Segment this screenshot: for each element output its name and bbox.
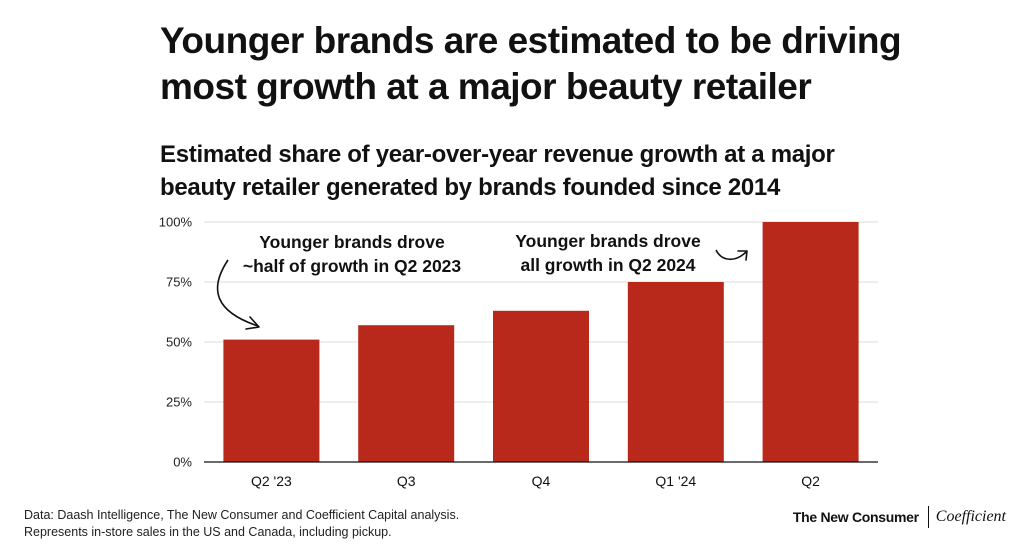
bar <box>627 282 724 462</box>
annotation-line: all growth in Q2 2024 <box>520 255 695 275</box>
source-note-line-2: Represents in-store sales in the US and … <box>24 525 392 539</box>
annotation-line: Younger brands drove <box>515 231 701 251</box>
x-tick-label: Q3 <box>397 473 416 489</box>
source-note: Data: Daash Intelligence, The New Consum… <box>24 507 459 541</box>
annotation-q2-2023: Younger brands drove ~half of growth in Q… <box>243 232 462 276</box>
coefficient-logo: Coefficient <box>935 508 1006 525</box>
annotation-arrowhead-q2-2023 <box>245 316 260 330</box>
source-note-line-1: Data: Daash Intelligence, The New Consum… <box>24 508 460 522</box>
chart-title: Younger brands are estimated to be drivi… <box>160 18 1010 110</box>
annotation-arrowhead-q2-2024 <box>737 250 748 261</box>
x-tick-label: Q2 '23 <box>251 473 292 489</box>
chart-title-line-1: Younger brands are estimated to be drivi… <box>160 20 902 61</box>
annotations: Younger brands drove ~half of growth in Q… <box>216 231 748 330</box>
annotation-line: Younger brands drove <box>259 232 445 252</box>
logo-divider <box>927 506 929 528</box>
bars <box>223 222 859 462</box>
y-tick-label: 75% <box>166 275 192 290</box>
bar <box>762 222 859 462</box>
the-new-consumer-logo: The New Consumer <box>792 509 919 525</box>
annotation-arrow-q2-2023 <box>216 259 259 327</box>
publisher-logos: The New Consumer Coefficient <box>793 506 1006 528</box>
chart-subtitle-line-1: Estimated share of year-over-year revenu… <box>160 141 835 168</box>
x-tick-label: Q2 <box>801 473 820 489</box>
annotation-q2-2024: Younger brands drove all growth in Q2 202… <box>515 231 701 275</box>
bar <box>223 339 320 462</box>
bar-chart: 0% 25% 50% 75% 100% Q2 '23 Q3 Q4 Q1 '24 Q2 Younge… <box>159 215 878 489</box>
annotation-line: ~half of growth in Q2 2023 <box>243 256 462 276</box>
bar <box>493 310 589 462</box>
y-tick-label: 25% <box>166 395 192 410</box>
x-tick-label: Q4 <box>532 473 551 489</box>
y-tick-label: 50% <box>166 335 192 350</box>
bar <box>358 325 455 462</box>
x-tick-label: Q1 '24 <box>655 473 696 489</box>
annotation-arrow-q2-2024 <box>715 249 747 261</box>
chart-subtitle: Estimated share of year-over-year revenu… <box>160 138 1010 204</box>
y-tick-label: 0% <box>173 455 192 470</box>
y-tick-label: 100% <box>159 215 193 230</box>
axes: 0% 25% 50% 75% 100% Q2 '23 Q3 Q4 Q1 '24 Q2 <box>159 215 878 489</box>
chart-subtitle-line-2: beauty retailer generated by brands foun… <box>160 174 781 201</box>
chart-title-line-2: most growth at a major beauty retailer <box>160 66 812 107</box>
